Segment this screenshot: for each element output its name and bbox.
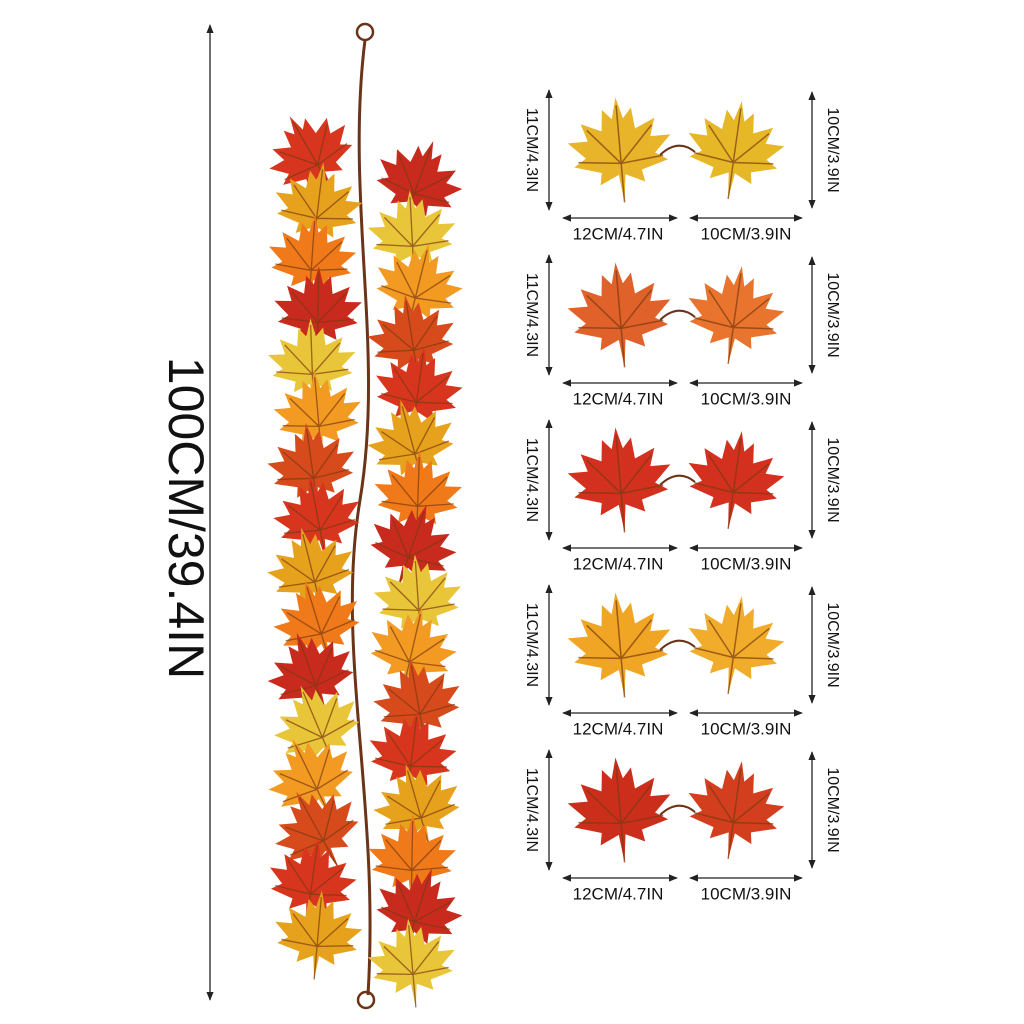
vine — [350, 39, 372, 996]
leaf — [563, 587, 677, 703]
right-width-label: 10CM/3.9IN — [701, 719, 792, 738]
left-height-label: 11CM/4.3IN — [523, 768, 540, 852]
left-width-label: 12CM/4.7IN — [573, 224, 664, 243]
right-width-label: 10CM/3.9IN — [701, 884, 792, 903]
stem — [659, 144, 696, 156]
right-height-label: 10CM/3.9IN — [824, 767, 841, 852]
leaf — [679, 423, 791, 537]
right-width-label: 10CM/3.9IN — [701, 224, 792, 243]
left-width-label: 12CM/4.7IN — [573, 884, 664, 903]
right-width-label: 10CM/3.9IN — [701, 389, 792, 408]
left-width-label: 12CM/4.7IN — [573, 719, 664, 738]
vine-loop — [356, 990, 376, 1010]
leaf — [563, 257, 677, 373]
right-height-label: 10CM/3.9IN — [824, 272, 841, 357]
right-height-label: 10CM/3.9IN — [824, 602, 841, 687]
leaf-pairs: 11CM/4.3IN 10CM/3.9IN 12CM/4.7IN 10CM/3.9IN… — [523, 89, 841, 903]
leaf — [679, 93, 791, 207]
stem — [659, 474, 696, 486]
right-width-label: 10CM/3.9IN — [701, 554, 792, 573]
leaf — [563, 92, 677, 208]
vine-loop — [355, 22, 375, 42]
stem — [659, 804, 696, 816]
left-height-label: 11CM/4.3IN — [523, 108, 540, 192]
stem — [659, 639, 696, 651]
right-height-label: 10CM/3.9IN — [824, 107, 841, 192]
right-height-label: 10CM/3.9IN — [824, 437, 841, 522]
left-height-label: 11CM/4.3IN — [523, 603, 540, 687]
leaf — [679, 258, 791, 372]
left-height-label: 11CM/4.3IN — [523, 273, 540, 357]
leaf — [563, 752, 677, 868]
leaf — [679, 588, 791, 702]
left-height-label: 11CM/4.3IN — [523, 438, 540, 522]
garland-length: 100CM/39.4IN — [158, 357, 214, 679]
left-width-label: 12CM/4.7IN — [573, 554, 664, 573]
leaf — [563, 422, 677, 538]
leaf — [679, 753, 791, 867]
stem — [659, 309, 696, 321]
left-width-label: 12CM/4.7IN — [573, 389, 664, 408]
